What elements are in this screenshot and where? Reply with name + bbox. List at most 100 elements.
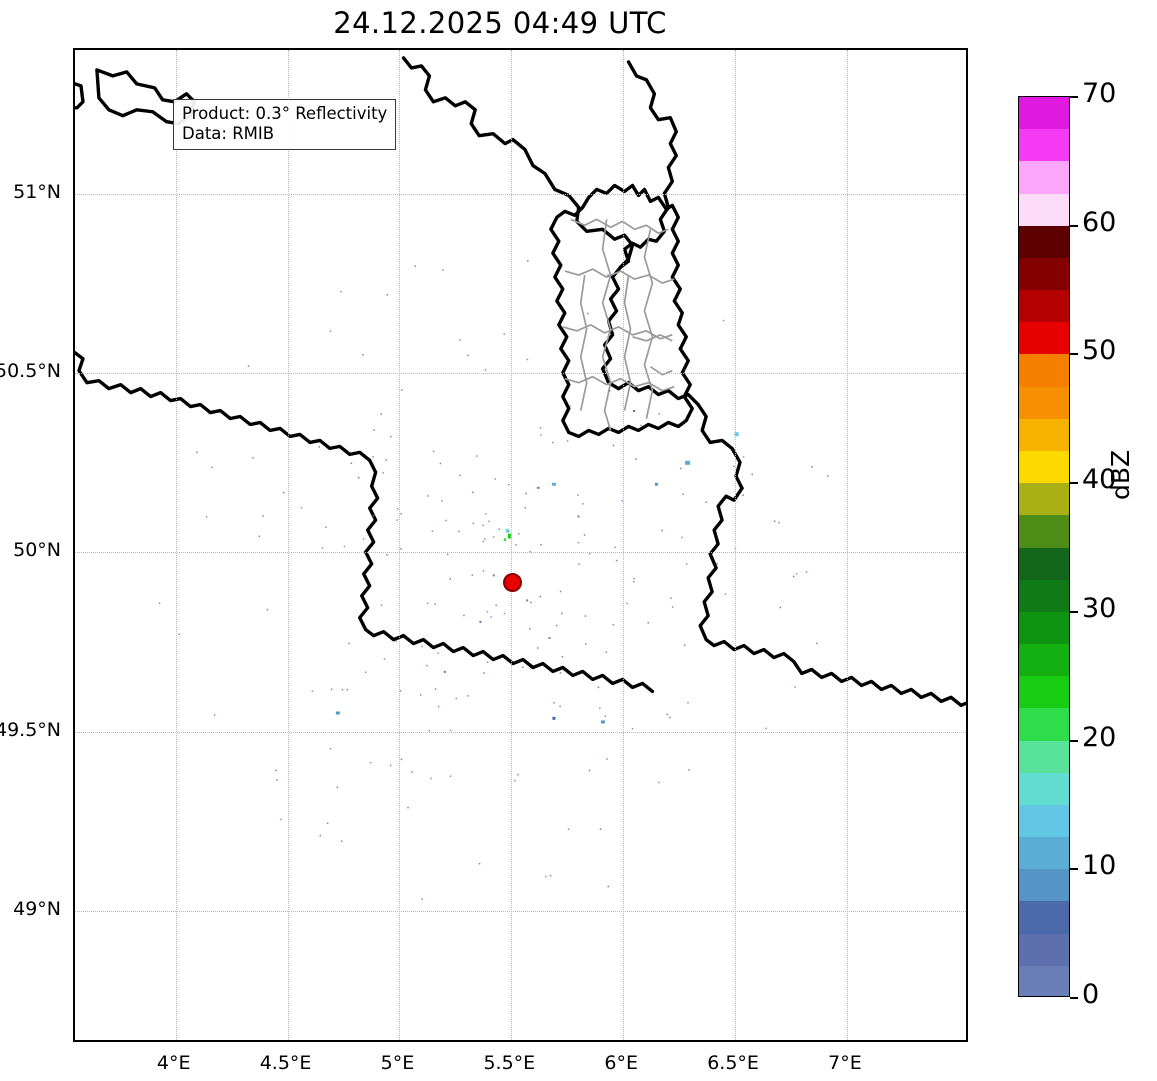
annotation-box: Product: 0.3° Reflectivity Data: RMIB	[173, 99, 397, 151]
echo-speckle	[765, 727, 767, 730]
echo-speckle	[705, 501, 707, 503]
echo-speckle	[514, 779, 516, 782]
echo-speckle	[300, 506, 303, 509]
lat-tick-label-4: 49°N	[13, 898, 61, 921]
echo-speckle	[588, 769, 591, 772]
colorbar-tick	[1070, 482, 1078, 485]
colorbar-band-20	[1019, 740, 1069, 774]
lon-tick-label-3: 5.5°E	[483, 1052, 536, 1074]
echo-speckle	[178, 633, 180, 636]
echo-speckle	[490, 616, 492, 618]
echo-speckle	[751, 473, 753, 476]
echo-speckle	[463, 614, 465, 617]
echo-speckle	[621, 500, 624, 502]
echo-speckle	[508, 530, 510, 532]
colorbar-tick-label-60: 60	[1082, 206, 1117, 238]
colorbar-band-0	[1019, 97, 1069, 130]
echo-speckle	[529, 550, 532, 553]
colorbar-band-11	[1019, 450, 1069, 484]
echo-speckle	[449, 775, 452, 777]
echo-speckle	[336, 786, 339, 789]
echo-speckle	[615, 559, 618, 562]
echo-speckle	[400, 548, 402, 550]
echo-speckle	[341, 840, 343, 842]
colorbar-band-24	[1019, 869, 1069, 903]
echo-speckle	[441, 500, 443, 502]
echo-pixel-10	[600, 720, 605, 724]
echo-speckle	[778, 521, 780, 524]
echo-speckle	[482, 540, 485, 543]
echo-speckle	[459, 339, 461, 341]
map-plot-area[interactable]: Product: 0.3° Reflectivity Data: RMIB	[73, 48, 968, 1042]
echo-speckle	[742, 494, 744, 496]
colorbar-band-1	[1019, 129, 1069, 162]
echo-speckle	[362, 353, 364, 356]
colorbar-band-4	[1019, 225, 1069, 259]
echo-speckle	[467, 354, 469, 357]
echo-speckle	[207, 412, 210, 415]
echo-speckle	[311, 690, 314, 692]
echo-speckle	[369, 761, 372, 764]
echo-speckle	[258, 535, 261, 538]
colorbar-gradient	[1018, 96, 1070, 997]
echo-speckle	[633, 578, 635, 580]
echo-speckle	[330, 688, 333, 690]
echo-speckle	[792, 575, 795, 578]
echo-speckle	[583, 534, 586, 536]
echo-pixel-12	[526, 599, 529, 602]
colorbar-band-15	[1019, 579, 1069, 613]
echo-speckle	[552, 441, 554, 444]
colorbar-band-6	[1019, 290, 1069, 323]
echo-pixel-8	[335, 711, 340, 715]
echo-speckle	[348, 642, 350, 645]
colorbar[interactable]: 70 60 50 40 30 20 10 0	[1018, 78, 1116, 1010]
colorbar-band-27	[1019, 965, 1069, 996]
echo-speckle	[626, 602, 628, 605]
echo-speckle	[815, 642, 818, 645]
tick-lon	[847, 1040, 848, 1042]
echo-speckle	[733, 465, 735, 468]
gridline-lon	[399, 50, 401, 1040]
echo-speckle	[530, 601, 532, 604]
tick-lon	[511, 1040, 512, 1042]
gridline-lat	[75, 911, 966, 913]
echo-speckle	[585, 643, 587, 645]
echo-speckle	[658, 413, 660, 415]
echo-speckle	[341, 688, 344, 691]
echo-pixel-11	[492, 574, 495, 577]
echo-pixel-3	[551, 482, 556, 486]
echo-speckle	[383, 658, 386, 660]
echo-speckle	[211, 466, 213, 469]
echo-speckle	[561, 656, 564, 658]
echo-speckle	[158, 602, 161, 604]
echo-speckle	[521, 666, 524, 669]
echo-speckle	[484, 369, 487, 371]
echo-speckle	[527, 260, 529, 262]
reflectivity-echoes	[158, 260, 829, 900]
colorbar-tick-label-10: 10	[1082, 850, 1117, 882]
echo-speckle	[492, 536, 495, 538]
echo-speckle	[389, 764, 392, 767]
echo-speckle	[577, 494, 579, 496]
echo-speckle	[458, 530, 460, 533]
echo-speckle	[439, 462, 442, 465]
colorbar-tick	[1070, 96, 1078, 98]
echo-speckle	[325, 526, 327, 528]
echo-speckle	[276, 779, 278, 781]
echo-speckle	[606, 758, 608, 760]
page-title: 24.12.2025 04:49 UTC	[333, 6, 667, 40]
radar-site-marker[interactable]	[502, 573, 522, 593]
echo-speckle	[680, 467, 682, 470]
echo-speckle	[607, 274, 609, 276]
echo-speckle	[319, 834, 322, 837]
echo-speckle	[722, 319, 725, 322]
echo-pixel-13	[479, 620, 482, 623]
echo-speckle	[407, 806, 409, 809]
echo-speckle	[524, 506, 527, 509]
lon-tick-label-5: 6.5°E	[707, 1052, 759, 1074]
colorbar-band-13	[1019, 515, 1069, 549]
echo-speckle	[566, 440, 569, 442]
echo-pixel-9	[552, 716, 556, 720]
echo-speckle	[779, 606, 782, 609]
echo-speckle	[340, 290, 342, 293]
